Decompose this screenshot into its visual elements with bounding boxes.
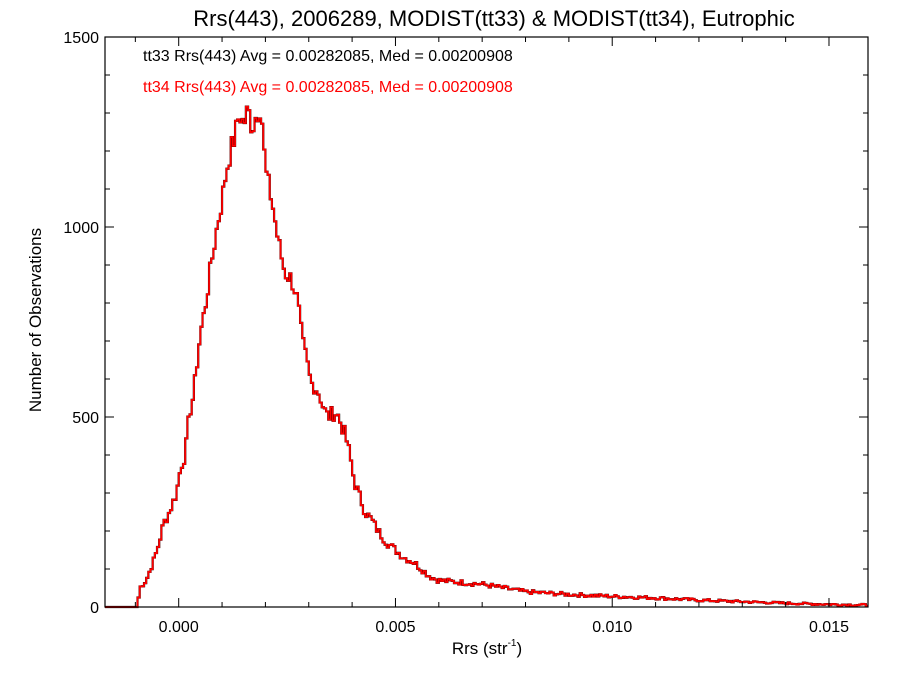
y-tick-label: 1000 <box>63 220 99 237</box>
x-axis-label-close: ) <box>516 639 522 658</box>
ticks-layer: 0.000 0.005 0.010 0.015 0 500 1000 1500 <box>63 30 868 636</box>
histogram-tt33 <box>105 105 868 609</box>
plot-frame <box>104 36 869 608</box>
histogram-tt34 <box>105 105 868 608</box>
y-tick-label: 1500 <box>63 30 99 47</box>
y-tick-label: 500 <box>72 410 99 427</box>
histogram-layer <box>105 105 868 609</box>
annotation-tt34: tt34 Rrs(443) Avg = 0.00282085, Med = 0.… <box>143 79 513 96</box>
x-tick-label: 0.015 <box>809 619 849 636</box>
x-tick-label: 0.000 <box>159 619 199 636</box>
x-tick-label: 0.010 <box>592 619 632 636</box>
x-axis-label: Rrs (str-1) <box>452 638 522 658</box>
y-axis-label: Number of Observations <box>26 228 45 412</box>
x-axis-label-superscript: -1 <box>508 638 517 649</box>
x-tick-label: 0.005 <box>375 619 415 636</box>
y-tick-label: 0 <box>90 600 99 617</box>
annotation-tt33: tt33 Rrs(443) Avg = 0.00282085, Med = 0.… <box>143 48 513 65</box>
chart-title: Rrs(443), 2006289, MODIST(tt33) & MODIST… <box>193 6 795 31</box>
x-axis-label-main: Rrs (str <box>452 639 508 658</box>
